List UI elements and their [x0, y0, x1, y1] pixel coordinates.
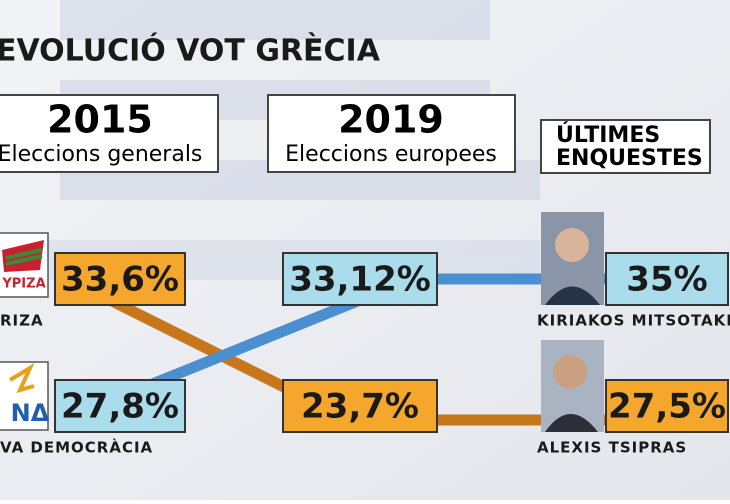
- party-name: RIZA: [0, 312, 44, 330]
- photo: [541, 212, 604, 305]
- logo-text: ΝΔ: [11, 399, 50, 427]
- column-header: [540, 119, 711, 174]
- column-year: 2019: [338, 98, 444, 142]
- logo: ΝΔ: [0, 361, 50, 431]
- result-box: [605, 379, 729, 433]
- trend-line: [107, 295, 303, 400]
- result-value: 33,6%: [61, 260, 179, 300]
- logo-text: ΥΡΙΖΑ: [1, 277, 45, 292]
- leader-name: KIRIAKOS MITSOTAKIS: [537, 312, 730, 330]
- result-value: 33,12%: [289, 260, 431, 300]
- column-label: Eleccions generals: [0, 142, 202, 167]
- result-value: 27,8%: [61, 387, 179, 427]
- result-box: [54, 379, 186, 433]
- column-header: [267, 94, 516, 173]
- result-box: [605, 252, 729, 306]
- result-value: 27,5%: [608, 387, 726, 427]
- leader-name: ALEXIS TSIPRAS: [537, 439, 687, 457]
- column-label: ENQUESTES: [556, 146, 703, 171]
- column-label: Eleccions europees: [285, 142, 497, 167]
- logo: ΥΡΙΖΑ: [0, 232, 49, 298]
- column-label: ÚLTIMES: [556, 122, 660, 148]
- result-box: [282, 379, 438, 433]
- result-value: 35%: [626, 260, 707, 300]
- party-name: VA DEMOCRÀCIA: [0, 438, 153, 457]
- result-box: [54, 252, 186, 306]
- trend-line: [147, 294, 363, 391]
- column-header: [0, 94, 219, 173]
- photo: [541, 340, 604, 432]
- result-box: [282, 252, 438, 306]
- column-year: 2015: [47, 98, 153, 142]
- result-value: 23,7%: [301, 387, 419, 427]
- title: EVOLUCIÓ VOT GRÈCIA: [0, 32, 381, 69]
